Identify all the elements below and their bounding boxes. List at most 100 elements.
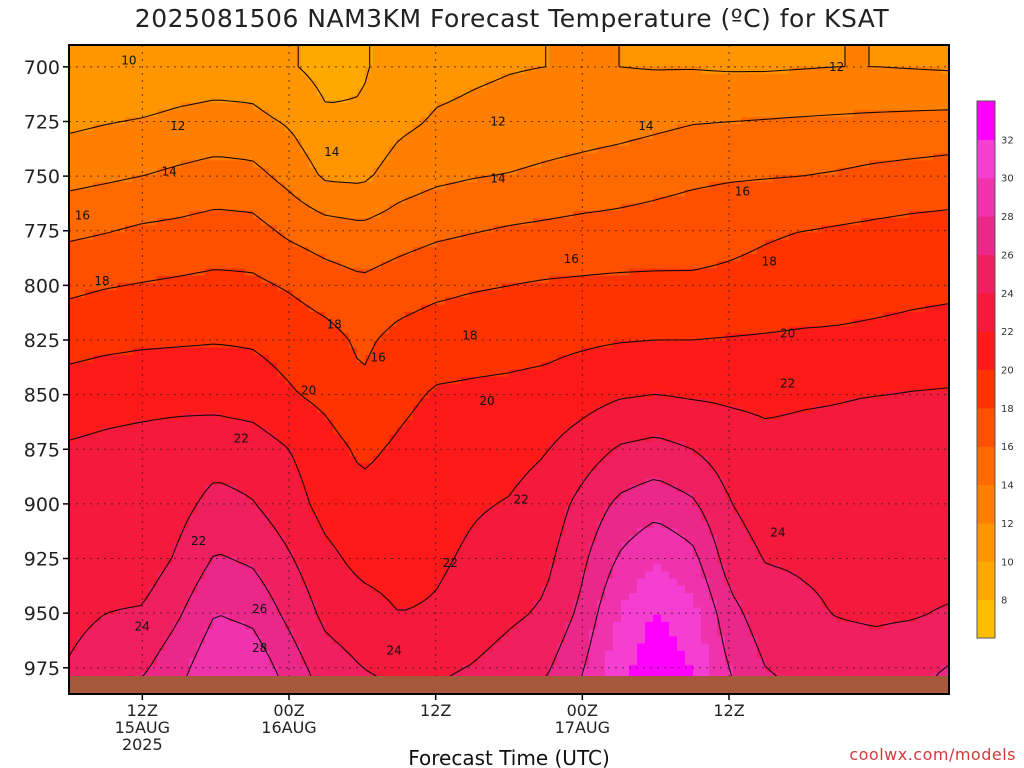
field-cell (813, 304, 822, 313)
field-cell (837, 196, 846, 205)
field-cell (341, 304, 350, 313)
field-cell (309, 275, 318, 284)
field-cell (261, 203, 270, 212)
field-cell (749, 95, 758, 104)
field-cell (685, 333, 694, 342)
field-cell (733, 45, 742, 53)
field-cell (637, 297, 646, 306)
field-cell (197, 290, 206, 298)
field-cell (581, 355, 590, 363)
field-cell (509, 210, 518, 219)
field-cell (565, 95, 574, 104)
field-cell (285, 333, 294, 342)
field-cell (685, 66, 694, 75)
field-cell (653, 304, 662, 313)
field-cell (525, 182, 534, 190)
field-cell (85, 45, 94, 53)
field-cell (325, 319, 334, 327)
field-cell (173, 232, 182, 241)
field-cell (461, 261, 470, 270)
field-cell (693, 333, 702, 342)
field-cell (661, 246, 670, 255)
field-cell (853, 362, 862, 371)
field-cell (821, 311, 830, 320)
field-cell (901, 326, 910, 335)
field-cell (109, 311, 118, 320)
field-cell (229, 225, 238, 234)
field-cell (645, 210, 654, 219)
field-cell (69, 268, 78, 277)
field-cell (197, 282, 206, 291)
field-cell (685, 268, 694, 277)
field-cell (485, 261, 494, 270)
field-cell (733, 59, 742, 68)
field-cell (453, 268, 462, 277)
field-cell (565, 362, 574, 371)
field-cell (221, 145, 230, 154)
field-cell (765, 160, 774, 169)
field-cell (493, 210, 502, 219)
field-cell (461, 88, 470, 97)
field-cell (197, 304, 206, 313)
field-cell (349, 117, 358, 125)
field-cell (453, 326, 462, 335)
field-cell (493, 167, 502, 176)
field-cell (493, 131, 502, 140)
field-cell (469, 189, 478, 198)
field-cell (221, 290, 230, 298)
field-cell (669, 232, 678, 241)
field-cell (517, 66, 526, 75)
field-cell (821, 304, 830, 313)
field-cell (173, 117, 182, 125)
field-cell (133, 145, 142, 154)
field-cell (93, 297, 102, 306)
field-cell (405, 304, 414, 313)
field-cell (309, 210, 318, 219)
field-cell (157, 109, 166, 118)
field-cell (101, 167, 110, 176)
field-cell (253, 326, 262, 335)
field-cell (893, 290, 902, 298)
field-cell (173, 304, 182, 313)
field-cell (581, 124, 590, 133)
field-cell (109, 138, 118, 147)
field-cell (85, 340, 94, 349)
field-cell (149, 326, 158, 335)
field-cell (461, 196, 470, 205)
field-cell (557, 347, 566, 356)
field-cell (437, 261, 446, 270)
field-cell (301, 218, 310, 226)
field-cell (549, 95, 558, 104)
field-cell (893, 355, 902, 363)
field-cell (749, 52, 758, 61)
field-cell (285, 88, 294, 97)
field-cell (613, 275, 622, 284)
field-cell (533, 124, 542, 133)
field-cell (181, 73, 190, 82)
field-cell (341, 326, 350, 335)
field-cell (277, 88, 286, 97)
field-cell (469, 268, 478, 277)
field-cell (189, 225, 198, 234)
field-cell (325, 246, 334, 255)
field-cell (501, 261, 510, 270)
field-cell (493, 261, 502, 270)
field-cell (917, 59, 926, 68)
field-cell (365, 239, 374, 248)
field-cell (709, 340, 718, 349)
field-cell (581, 167, 590, 176)
field-cell (69, 319, 78, 327)
field-cell (253, 138, 262, 147)
field-cell (813, 203, 822, 212)
field-cell (709, 268, 718, 277)
field-cell (837, 326, 846, 335)
field-cell (613, 131, 622, 140)
field-cell (109, 326, 118, 335)
field-cell (805, 225, 814, 234)
field-cell (341, 196, 350, 205)
field-cell (469, 73, 478, 82)
field-cell (333, 297, 342, 306)
field-cell (685, 340, 694, 349)
field-cell (557, 73, 566, 82)
field-cell (349, 254, 358, 262)
